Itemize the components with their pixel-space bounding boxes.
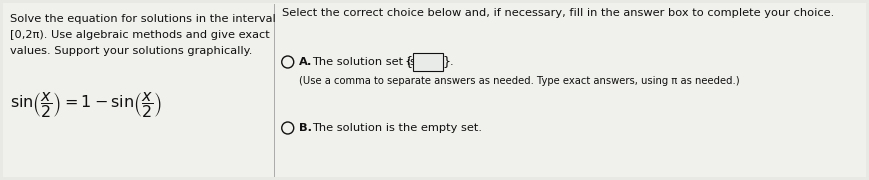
Text: .: . [450, 57, 454, 67]
Text: Select the correct choice below and, if necessary, fill in the answer box to com: Select the correct choice below and, if … [282, 8, 834, 18]
Text: {: { [405, 55, 413, 69]
Text: [0,2π). Use algebraic methods and give exact: [0,2π). Use algebraic methods and give e… [10, 30, 269, 40]
Text: The solution is the empty set.: The solution is the empty set. [312, 123, 481, 133]
FancyBboxPatch shape [3, 3, 866, 177]
Text: $\sin\!\left(\dfrac{x}{2}\right) = 1 - \sin\!\left(\dfrac{x}{2}\right)$: $\sin\!\left(\dfrac{x}{2}\right) = 1 - \… [10, 90, 162, 120]
Text: Solve the equation for solutions in the interval: Solve the equation for solutions in the … [10, 14, 275, 24]
Text: values. Support your solutions graphically.: values. Support your solutions graphical… [10, 46, 252, 56]
Text: (Use a comma to separate answers as needed. Type exact answers, using π as neede: (Use a comma to separate answers as need… [299, 76, 740, 86]
Text: A.: A. [299, 57, 312, 67]
FancyBboxPatch shape [413, 53, 442, 71]
Text: B.: B. [299, 123, 312, 133]
Text: The solution set is: The solution set is [312, 57, 415, 67]
Text: }: } [442, 55, 451, 69]
